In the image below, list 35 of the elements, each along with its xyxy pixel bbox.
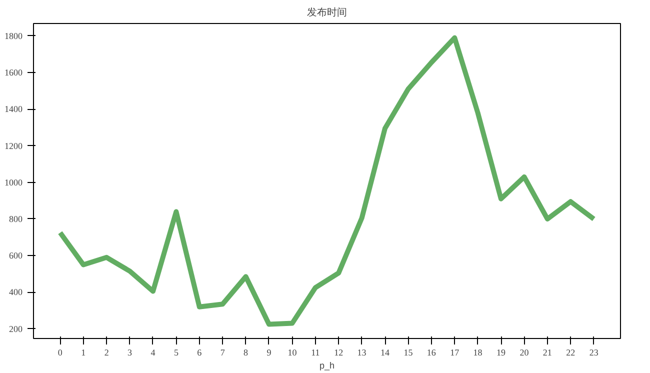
x-tick-label: 22: [566, 348, 576, 358]
x-tick-label: 13: [357, 348, 367, 358]
x-tick-label: 6: [197, 348, 202, 358]
x-tick-label: 8: [244, 348, 249, 358]
x-tick-label: 4: [150, 348, 156, 358]
x-tick-label: 15: [404, 348, 414, 358]
x-axis-title: p_h: [319, 360, 335, 370]
y-tick-label: 1600: [4, 68, 23, 78]
y-tick-label: 1800: [4, 30, 23, 41]
x-tick-label: 19: [496, 348, 506, 358]
y-tick-label: 200: [9, 324, 23, 334]
x-tick-label: 5: [174, 348, 179, 358]
chart-title: 发布时间: [307, 6, 347, 18]
y-tick-label: 1000: [4, 177, 23, 188]
x-tick-label: 11: [311, 348, 320, 358]
x-tick-label: 20: [520, 348, 530, 358]
x-tick-label: 0: [58, 348, 63, 358]
x-tick-label: 12: [334, 348, 344, 358]
y-tick-label: 1200: [4, 140, 23, 151]
y-tick-label: 800: [9, 214, 23, 224]
x-tick-label: 1: [81, 348, 86, 358]
y-tick-label: 600: [9, 250, 23, 261]
x-tick-label: 14: [380, 348, 390, 358]
x-tick-label: 10: [288, 348, 298, 358]
y-tick-label: 400: [9, 287, 23, 298]
x-tick-label: 16: [426, 348, 436, 358]
x-tick-label: 21: [542, 348, 552, 358]
x-tick-label: 3: [128, 348, 133, 358]
x-tick-label: 17: [450, 348, 460, 358]
x-tick-label: 9: [266, 348, 272, 358]
y-tick-label: 1400: [4, 104, 23, 114]
x-tick-label: 2: [104, 348, 109, 358]
x-tick-label: 23: [589, 348, 599, 358]
x-tick-label: 18: [473, 348, 483, 358]
x-tick-label: 7: [220, 348, 226, 358]
